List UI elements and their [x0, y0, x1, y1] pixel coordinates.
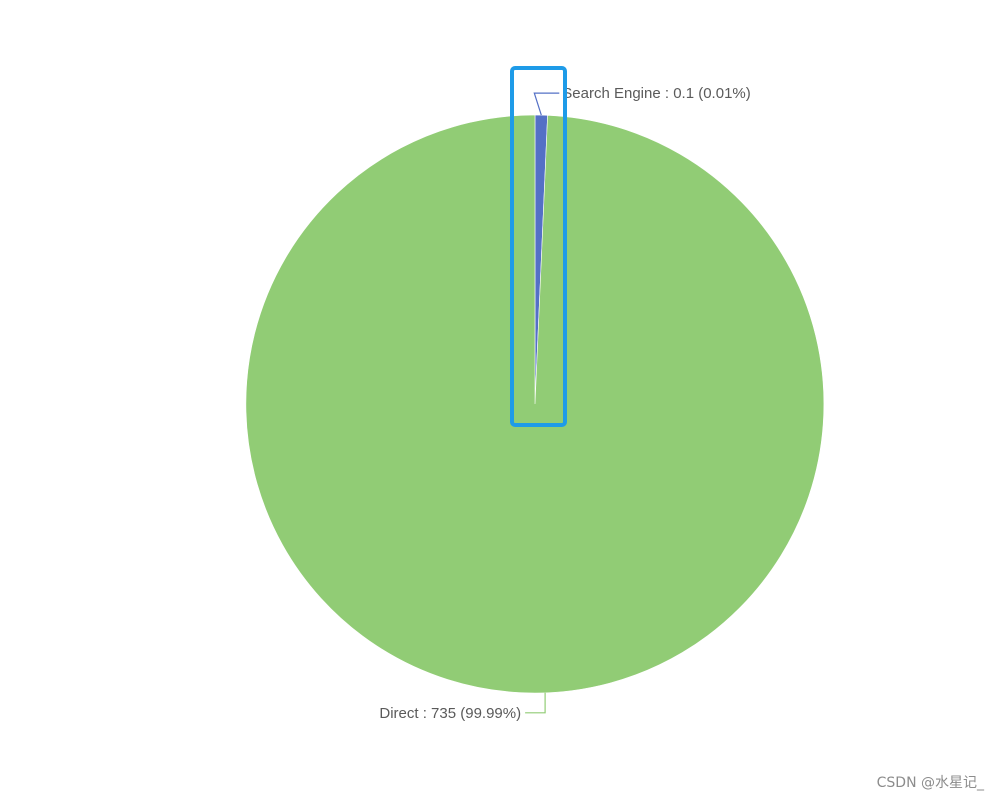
highlight-layer	[510, 66, 567, 427]
watermark: CSDN @水星记_	[876, 775, 984, 791]
label-line-search-engine	[533, 92, 560, 116]
slice-label-direct: Direct : 735 (99.99%)	[379, 705, 521, 722]
slices-layer	[245, 114, 825, 694]
labels-layer: Search Engine : 0.1 (0.01%) Direct : 735 …	[379, 85, 750, 722]
pie-slice-direct	[245, 114, 825, 694]
slice-label-search-engine: Search Engine : 0.1 (0.01%)	[562, 85, 750, 102]
highlight-box	[510, 66, 567, 427]
label-line-direct	[525, 692, 546, 714]
